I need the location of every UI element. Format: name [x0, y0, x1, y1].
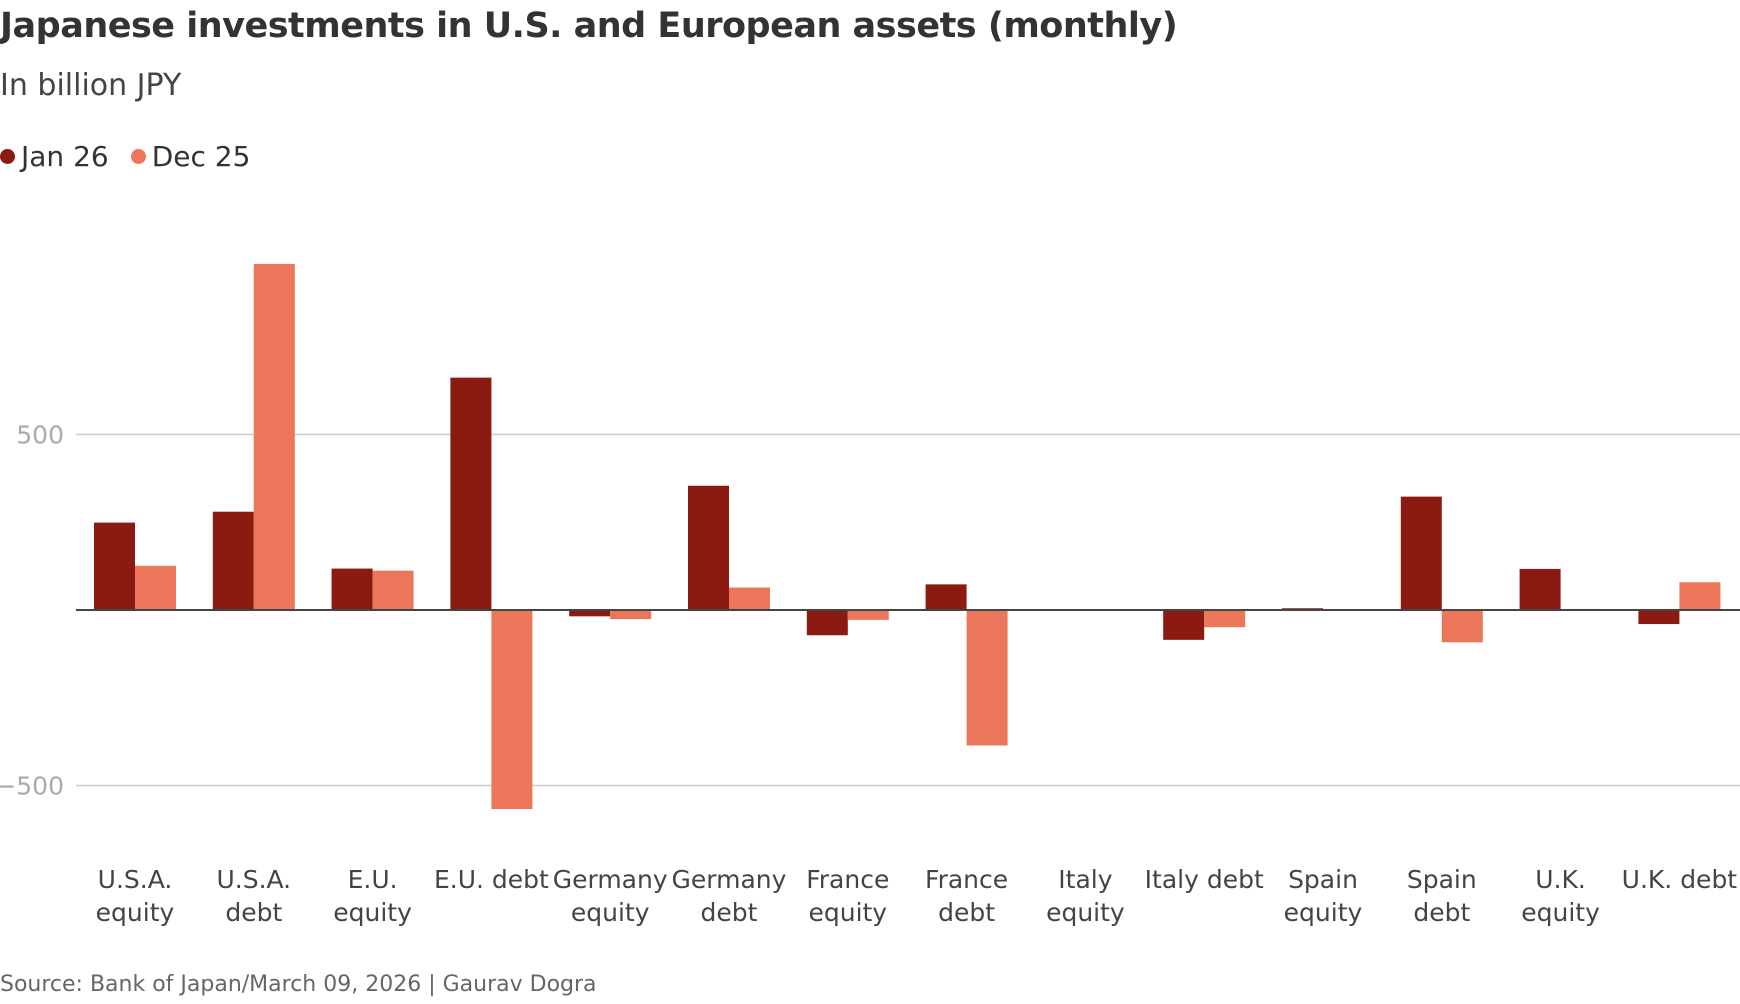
bar-dec-25	[847, 610, 889, 620]
bar-dec-25	[1679, 582, 1721, 610]
bar-dec-25	[729, 587, 770, 610]
source-note: Source: Bank of Japan/March 09, 2026 | G…	[0, 972, 597, 997]
x-tick-label: Spain	[1288, 865, 1358, 894]
bar-jan-26	[925, 584, 967, 610]
bar-jan-26	[1400, 496, 1442, 610]
bar-jan-26	[331, 568, 373, 610]
bar-dec-25	[1204, 610, 1246, 628]
chart-subtitle: In billion JPY	[0, 68, 182, 103]
bar-dec-25	[135, 565, 176, 610]
x-tick-label: France	[925, 865, 1008, 894]
x-tick-label: France	[806, 865, 889, 894]
legend-label: Jan 26	[21, 140, 109, 173]
x-tick-label: equity	[1284, 898, 1363, 927]
bar-jan-26	[450, 377, 492, 610]
bar-jan-26	[1519, 568, 1561, 610]
x-tick-label: debt	[225, 898, 282, 927]
bar-jan-26	[1163, 610, 1205, 640]
legend-label: Dec 25	[151, 140, 251, 173]
legend-item-dec-25: Dec 25	[130, 140, 251, 173]
legend-item-jan-26: Jan 26	[0, 140, 109, 173]
x-tick-label: E.U.	[348, 865, 398, 894]
x-tick-label: U.S.A.	[216, 865, 291, 894]
x-tick-label: E.U. debt	[434, 865, 549, 894]
legend: Jan 26 Dec 25	[0, 140, 250, 173]
y-tick-label: 500	[16, 421, 64, 450]
bar-jan-26	[806, 610, 848, 636]
bar-jan-26	[94, 522, 135, 610]
chart-title: Japanese investments in U.S. and Europea…	[0, 6, 1178, 46]
x-tick-label: Spain	[1407, 865, 1477, 894]
x-tick-label: Germany	[553, 865, 668, 894]
bar-dec-25	[491, 610, 533, 810]
bar-dec-25	[966, 610, 1008, 746]
x-tick-label: U.K. debt	[1622, 865, 1738, 894]
bar-jan-26	[212, 511, 254, 610]
bar-dec-25	[1441, 610, 1483, 643]
x-tick-label: Italy	[1058, 865, 1112, 894]
x-tick-label: Germany	[672, 865, 787, 894]
bar-dec-25	[372, 570, 414, 610]
x-tick-label: U.K.	[1535, 865, 1586, 894]
bar-jan-26	[688, 485, 729, 610]
bar-dec-25	[610, 610, 652, 620]
legend-swatch-jan-26	[0, 149, 15, 164]
x-tick-label: equity	[333, 898, 412, 927]
legend-swatch-dec-25	[130, 149, 146, 164]
x-tick-label: equity	[808, 898, 887, 927]
x-tick-label: equity	[1046, 898, 1125, 927]
bar-jan-26	[569, 610, 611, 617]
y-tick-label: −500	[0, 772, 64, 801]
x-tick-label: equity	[96, 898, 175, 927]
x-tick-label: debt	[1413, 898, 1470, 927]
bar-dec-25	[253, 263, 295, 610]
bar-jan-26	[1638, 610, 1680, 625]
x-tick-label: debt	[701, 898, 758, 927]
x-tick-label: debt	[938, 898, 995, 927]
x-tick-label: Italy debt	[1145, 865, 1264, 894]
x-tick-label: U.S.A.	[98, 865, 173, 894]
x-tick-label: equity	[1521, 898, 1600, 927]
x-tick-label: equity	[571, 898, 650, 927]
